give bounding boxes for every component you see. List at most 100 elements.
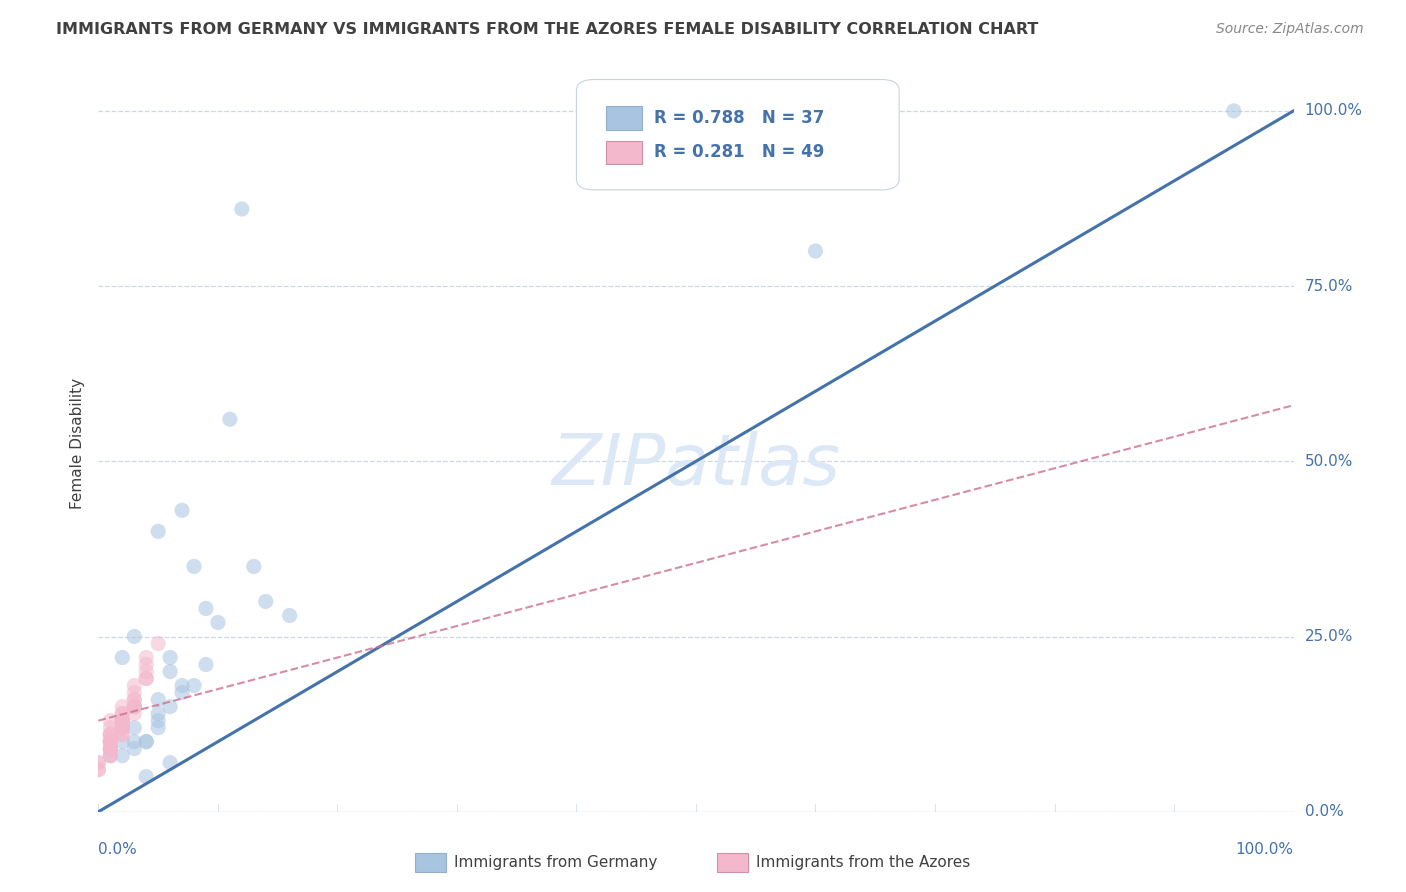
Point: [124, 741, 146, 756]
Point: [98, 734, 122, 748]
Point: [98, 728, 122, 742]
Point: [159, 650, 181, 665]
FancyBboxPatch shape: [606, 106, 643, 129]
Point: [148, 714, 170, 728]
Point: [124, 699, 146, 714]
Text: Immigrants from the Azores: Immigrants from the Azores: [756, 855, 970, 870]
Point: [124, 685, 146, 699]
Point: [135, 672, 157, 686]
Text: 0.0%: 0.0%: [1305, 805, 1343, 819]
Point: [135, 657, 157, 672]
Text: Immigrants from Germany: Immigrants from Germany: [454, 855, 658, 870]
Point: [124, 679, 146, 693]
Point: [148, 721, 170, 735]
Point: [159, 756, 181, 770]
Text: R = 0.281   N = 49: R = 0.281 N = 49: [654, 144, 824, 161]
Point: [254, 594, 277, 608]
Point: [124, 721, 146, 735]
Point: [124, 630, 146, 644]
Point: [111, 728, 134, 742]
Point: [98, 714, 122, 728]
Point: [98, 748, 122, 763]
Point: [207, 615, 229, 630]
Point: [111, 714, 134, 728]
Point: [231, 202, 253, 216]
Point: [124, 699, 146, 714]
Point: [87, 756, 110, 770]
Point: [219, 412, 242, 426]
Point: [172, 679, 194, 693]
Point: [87, 756, 110, 770]
Point: [111, 714, 134, 728]
Point: [111, 748, 134, 763]
Point: [195, 601, 218, 615]
Text: 100.0%: 100.0%: [1305, 103, 1362, 119]
Point: [124, 699, 146, 714]
FancyBboxPatch shape: [576, 79, 900, 190]
Point: [111, 699, 134, 714]
Point: [172, 685, 194, 699]
Point: [159, 665, 181, 679]
Point: [98, 741, 122, 756]
Point: [148, 524, 170, 539]
Point: [98, 734, 122, 748]
Point: [159, 699, 181, 714]
Point: [111, 714, 134, 728]
Point: [124, 706, 146, 721]
Point: [98, 748, 122, 763]
Point: [111, 721, 134, 735]
Point: [111, 706, 134, 721]
Point: [111, 721, 134, 735]
Point: [135, 734, 157, 748]
Y-axis label: Female Disability: Female Disability: [70, 378, 86, 509]
Point: [98, 734, 122, 748]
Point: [124, 692, 146, 706]
Point: [124, 734, 146, 748]
Point: [124, 692, 146, 706]
Point: [1223, 103, 1246, 118]
Point: [135, 734, 157, 748]
Point: [98, 734, 122, 748]
Text: 75.0%: 75.0%: [1305, 278, 1353, 293]
Point: [135, 650, 157, 665]
Point: [111, 728, 134, 742]
Text: ZIPatlas: ZIPatlas: [551, 432, 841, 500]
Point: [98, 741, 122, 756]
Point: [172, 503, 194, 517]
Point: [183, 679, 205, 693]
Point: [804, 244, 827, 258]
Text: IMMIGRANTS FROM GERMANY VS IMMIGRANTS FROM THE AZORES FEMALE DISABILITY CORRELAT: IMMIGRANTS FROM GERMANY VS IMMIGRANTS FR…: [56, 22, 1039, 37]
Point: [135, 770, 157, 784]
Point: [98, 741, 122, 756]
Point: [98, 721, 122, 735]
Point: [148, 692, 170, 706]
Point: [98, 741, 122, 756]
Point: [183, 559, 205, 574]
Point: [195, 657, 218, 672]
Point: [111, 714, 134, 728]
Point: [135, 665, 157, 679]
Point: [98, 728, 122, 742]
Text: 0.0%: 0.0%: [98, 842, 138, 857]
Point: [148, 636, 170, 650]
Point: [148, 706, 170, 721]
Text: R = 0.788   N = 37: R = 0.788 N = 37: [654, 109, 824, 127]
Point: [111, 734, 134, 748]
Point: [111, 650, 134, 665]
Text: 25.0%: 25.0%: [1305, 629, 1353, 644]
Text: 100.0%: 100.0%: [1236, 842, 1294, 857]
Point: [135, 672, 157, 686]
Point: [87, 763, 110, 777]
Point: [278, 608, 301, 623]
Point: [98, 728, 122, 742]
Text: Source: ZipAtlas.com: Source: ZipAtlas.com: [1216, 22, 1364, 37]
Point: [124, 699, 146, 714]
Point: [98, 734, 122, 748]
Point: [87, 763, 110, 777]
Point: [111, 721, 134, 735]
FancyBboxPatch shape: [606, 141, 643, 164]
Point: [98, 734, 122, 748]
Point: [111, 714, 134, 728]
Text: 50.0%: 50.0%: [1305, 454, 1353, 469]
Point: [98, 741, 122, 756]
